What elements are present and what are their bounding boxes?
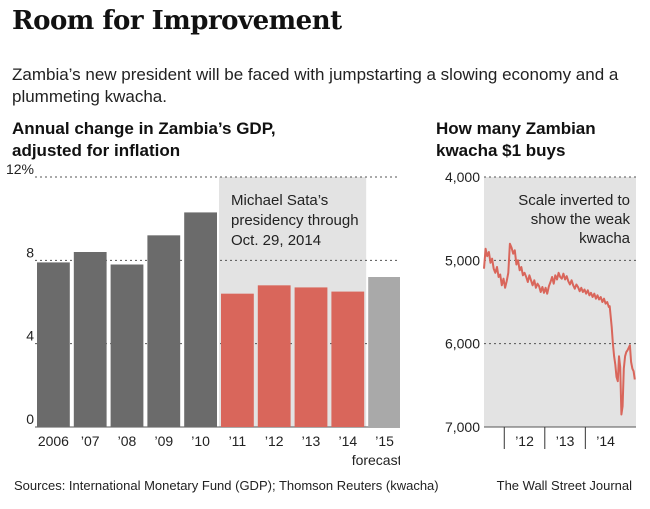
kwacha-ytick-label: 5,000	[445, 252, 480, 268]
kwacha-ytick-label: 4,000	[445, 169, 480, 185]
gdp-bar-14	[331, 291, 365, 427]
gdp-panel-title: Annual change in Zambia’s GDP, adjusted …	[12, 119, 276, 160]
chart-title: Room for Improvement	[12, 6, 342, 36]
gdp-ytick-label: 8	[26, 244, 34, 260]
gdp-xtick-label: ’08	[118, 433, 137, 449]
gdp-xtick-label: ’07	[81, 433, 100, 449]
kwacha-line-chart: 4,000 5,000 6,000 7,000 ’12 ’13 ’14 Scale inver…	[445, 169, 636, 449]
gdp-xtick-label: ’10	[191, 433, 210, 449]
kwacha-xtick-label: ’14	[596, 433, 615, 449]
gdp-bar-11	[221, 293, 254, 427]
gdp-xtick-label: ’09	[154, 433, 173, 449]
gdp-bar-chart: 0 4 8 12% 2006 ’07 ’08 ’09 ’10 ’11 ’12 ’13 ’14 ’15 for…	[6, 161, 400, 468]
gdp-xtick-label: ’13	[302, 433, 321, 449]
presidency-annotation: Oct. 29, 2014	[231, 232, 321, 249]
kwacha-annotation: Scale inverted to	[518, 192, 630, 209]
presidency-annotation: presidency through	[231, 212, 359, 229]
gdp-bar-13	[294, 287, 328, 427]
presidency-annotation: Michael Sata’s	[231, 192, 328, 209]
chart-subtitle: Zambia’s new president will be faced wit…	[12, 65, 619, 106]
gdp-ytick-label: 12%	[6, 161, 34, 177]
kwacha-xtick-label: ’13	[556, 433, 575, 449]
gdp-bar-12	[257, 285, 291, 427]
gdp-bar-15	[368, 277, 400, 427]
gdp-bar-08	[110, 264, 144, 427]
gdp-ytick-label: 4	[26, 328, 34, 344]
kwacha-series-line	[483, 242, 636, 416]
gdp-bar-10	[184, 212, 217, 427]
forecast-label: forecast	[352, 452, 400, 468]
sources-note: Sources: International Monetary Fund (GD…	[14, 478, 439, 493]
kwacha-panel-title: How many Zambian kwacha $1 buys	[436, 119, 596, 160]
gdp-xtick-label: ’12	[265, 433, 284, 449]
gdp-xtick-label: ’11	[229, 433, 247, 449]
gdp-xtick-label: ’14	[338, 433, 357, 449]
publisher-credit: The Wall Street Journal	[496, 478, 632, 493]
kwacha-ytick-label: 6,000	[445, 336, 480, 352]
gdp-ytick-label: 0	[26, 411, 34, 427]
gdp-bar-09	[147, 235, 181, 427]
kwacha-ytick-label: 7,000	[445, 419, 480, 435]
kwacha-annotation: kwacha	[579, 230, 631, 247]
gdp-xtick-label: ’15	[375, 433, 394, 449]
kwacha-xtick-label: ’12	[515, 433, 534, 449]
gdp-bar-2006	[37, 262, 70, 427]
gdp-xtick-label: 2006	[38, 433, 69, 449]
gdp-bar-07	[73, 252, 107, 427]
kwacha-annotation: show the weak	[531, 211, 631, 228]
kwacha-plot-background	[484, 177, 636, 427]
